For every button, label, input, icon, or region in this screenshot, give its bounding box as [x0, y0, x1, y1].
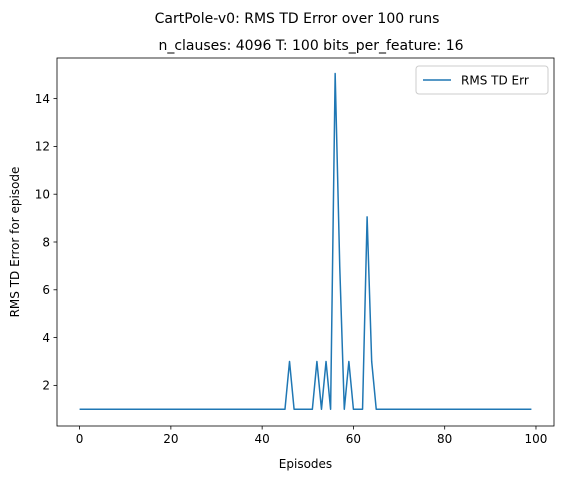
x-axis: 0 20 40 60 80 100 — [76, 426, 548, 446]
series-line — [79, 72, 532, 411]
data-layer — [79, 72, 532, 411]
y-tick-label: 14 — [35, 92, 50, 106]
y-axis-label: RMS TD Error for episode — [8, 167, 22, 318]
y-tick-label: 6 — [42, 283, 50, 297]
chart-suptitle: CartPole-v0: RMS TD Error over 100 runs — [155, 11, 440, 27]
x-tick-label: 20 — [163, 432, 178, 446]
x-tick-label: 80 — [437, 432, 452, 446]
plot-area — [56, 57, 555, 427]
legend: RMS TD Err — [415, 65, 549, 95]
y-axis: 2 4 6 8 10 12 14 — [35, 92, 57, 393]
x-tick-label: 0 — [76, 432, 84, 446]
x-tick-label: 40 — [255, 432, 270, 446]
legend-box — [415, 65, 549, 95]
y-tick-label: 2 — [42, 379, 50, 393]
x-tick-label: 100 — [525, 432, 548, 446]
legend-label: RMS TD Err — [461, 74, 529, 88]
plot-background — [57, 58, 554, 426]
y-tick-label: 4 — [42, 331, 50, 345]
y-tick-label: 10 — [35, 188, 50, 202]
x-axis-label: Episodes — [279, 457, 332, 471]
y-tick-label: 8 — [42, 235, 50, 249]
chart-title: n_clauses: 4096 T: 100 bits_per_feature:… — [158, 38, 463, 54]
y-tick-label: 12 — [35, 140, 50, 154]
x-tick-label: 60 — [346, 432, 361, 446]
